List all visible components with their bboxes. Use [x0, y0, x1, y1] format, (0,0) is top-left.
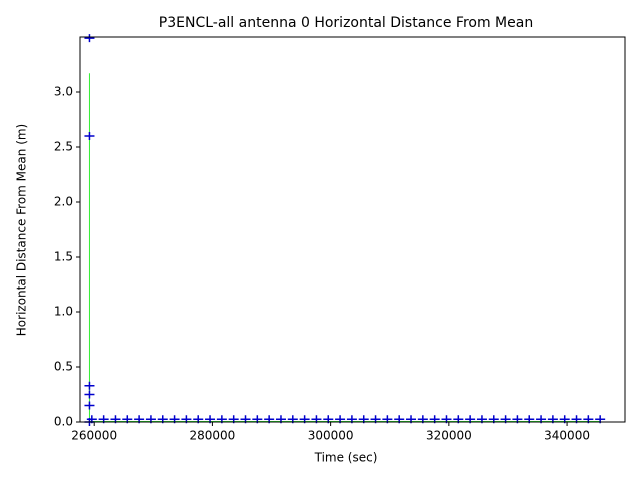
chart-title: P3ENCL-all antenna 0 Horizontal Distance… — [159, 15, 533, 31]
x-axis-label: Time (sec) — [314, 451, 378, 465]
data-line — [88, 73, 601, 424]
y-tick-label: 1.0 — [54, 305, 73, 319]
y-tick-label: 0.0 — [54, 415, 73, 429]
data-point — [84, 381, 95, 390]
y-tick-label: 3.0 — [54, 85, 73, 99]
y-axis-label: Horizontal Distance From Mean (m) — [15, 124, 29, 336]
y-tick-label: 2.5 — [54, 140, 73, 154]
x-tick-label: 320000 — [426, 429, 472, 443]
x-tick-label: 300000 — [308, 429, 354, 443]
y-tick-label: 1.5 — [54, 250, 73, 264]
data-point — [84, 132, 95, 140]
y-tick-label: 0.5 — [54, 360, 73, 374]
x-tick-label: 280000 — [190, 429, 236, 443]
plot-frame — [79, 36, 626, 423]
data-point — [84, 390, 95, 399]
y-tick-label: 2.0 — [54, 195, 73, 209]
x-tick-label: 340000 — [544, 429, 590, 443]
x-tick-label: 260000 — [71, 429, 117, 443]
data-point — [84, 401, 95, 410]
data-point — [84, 34, 95, 43]
